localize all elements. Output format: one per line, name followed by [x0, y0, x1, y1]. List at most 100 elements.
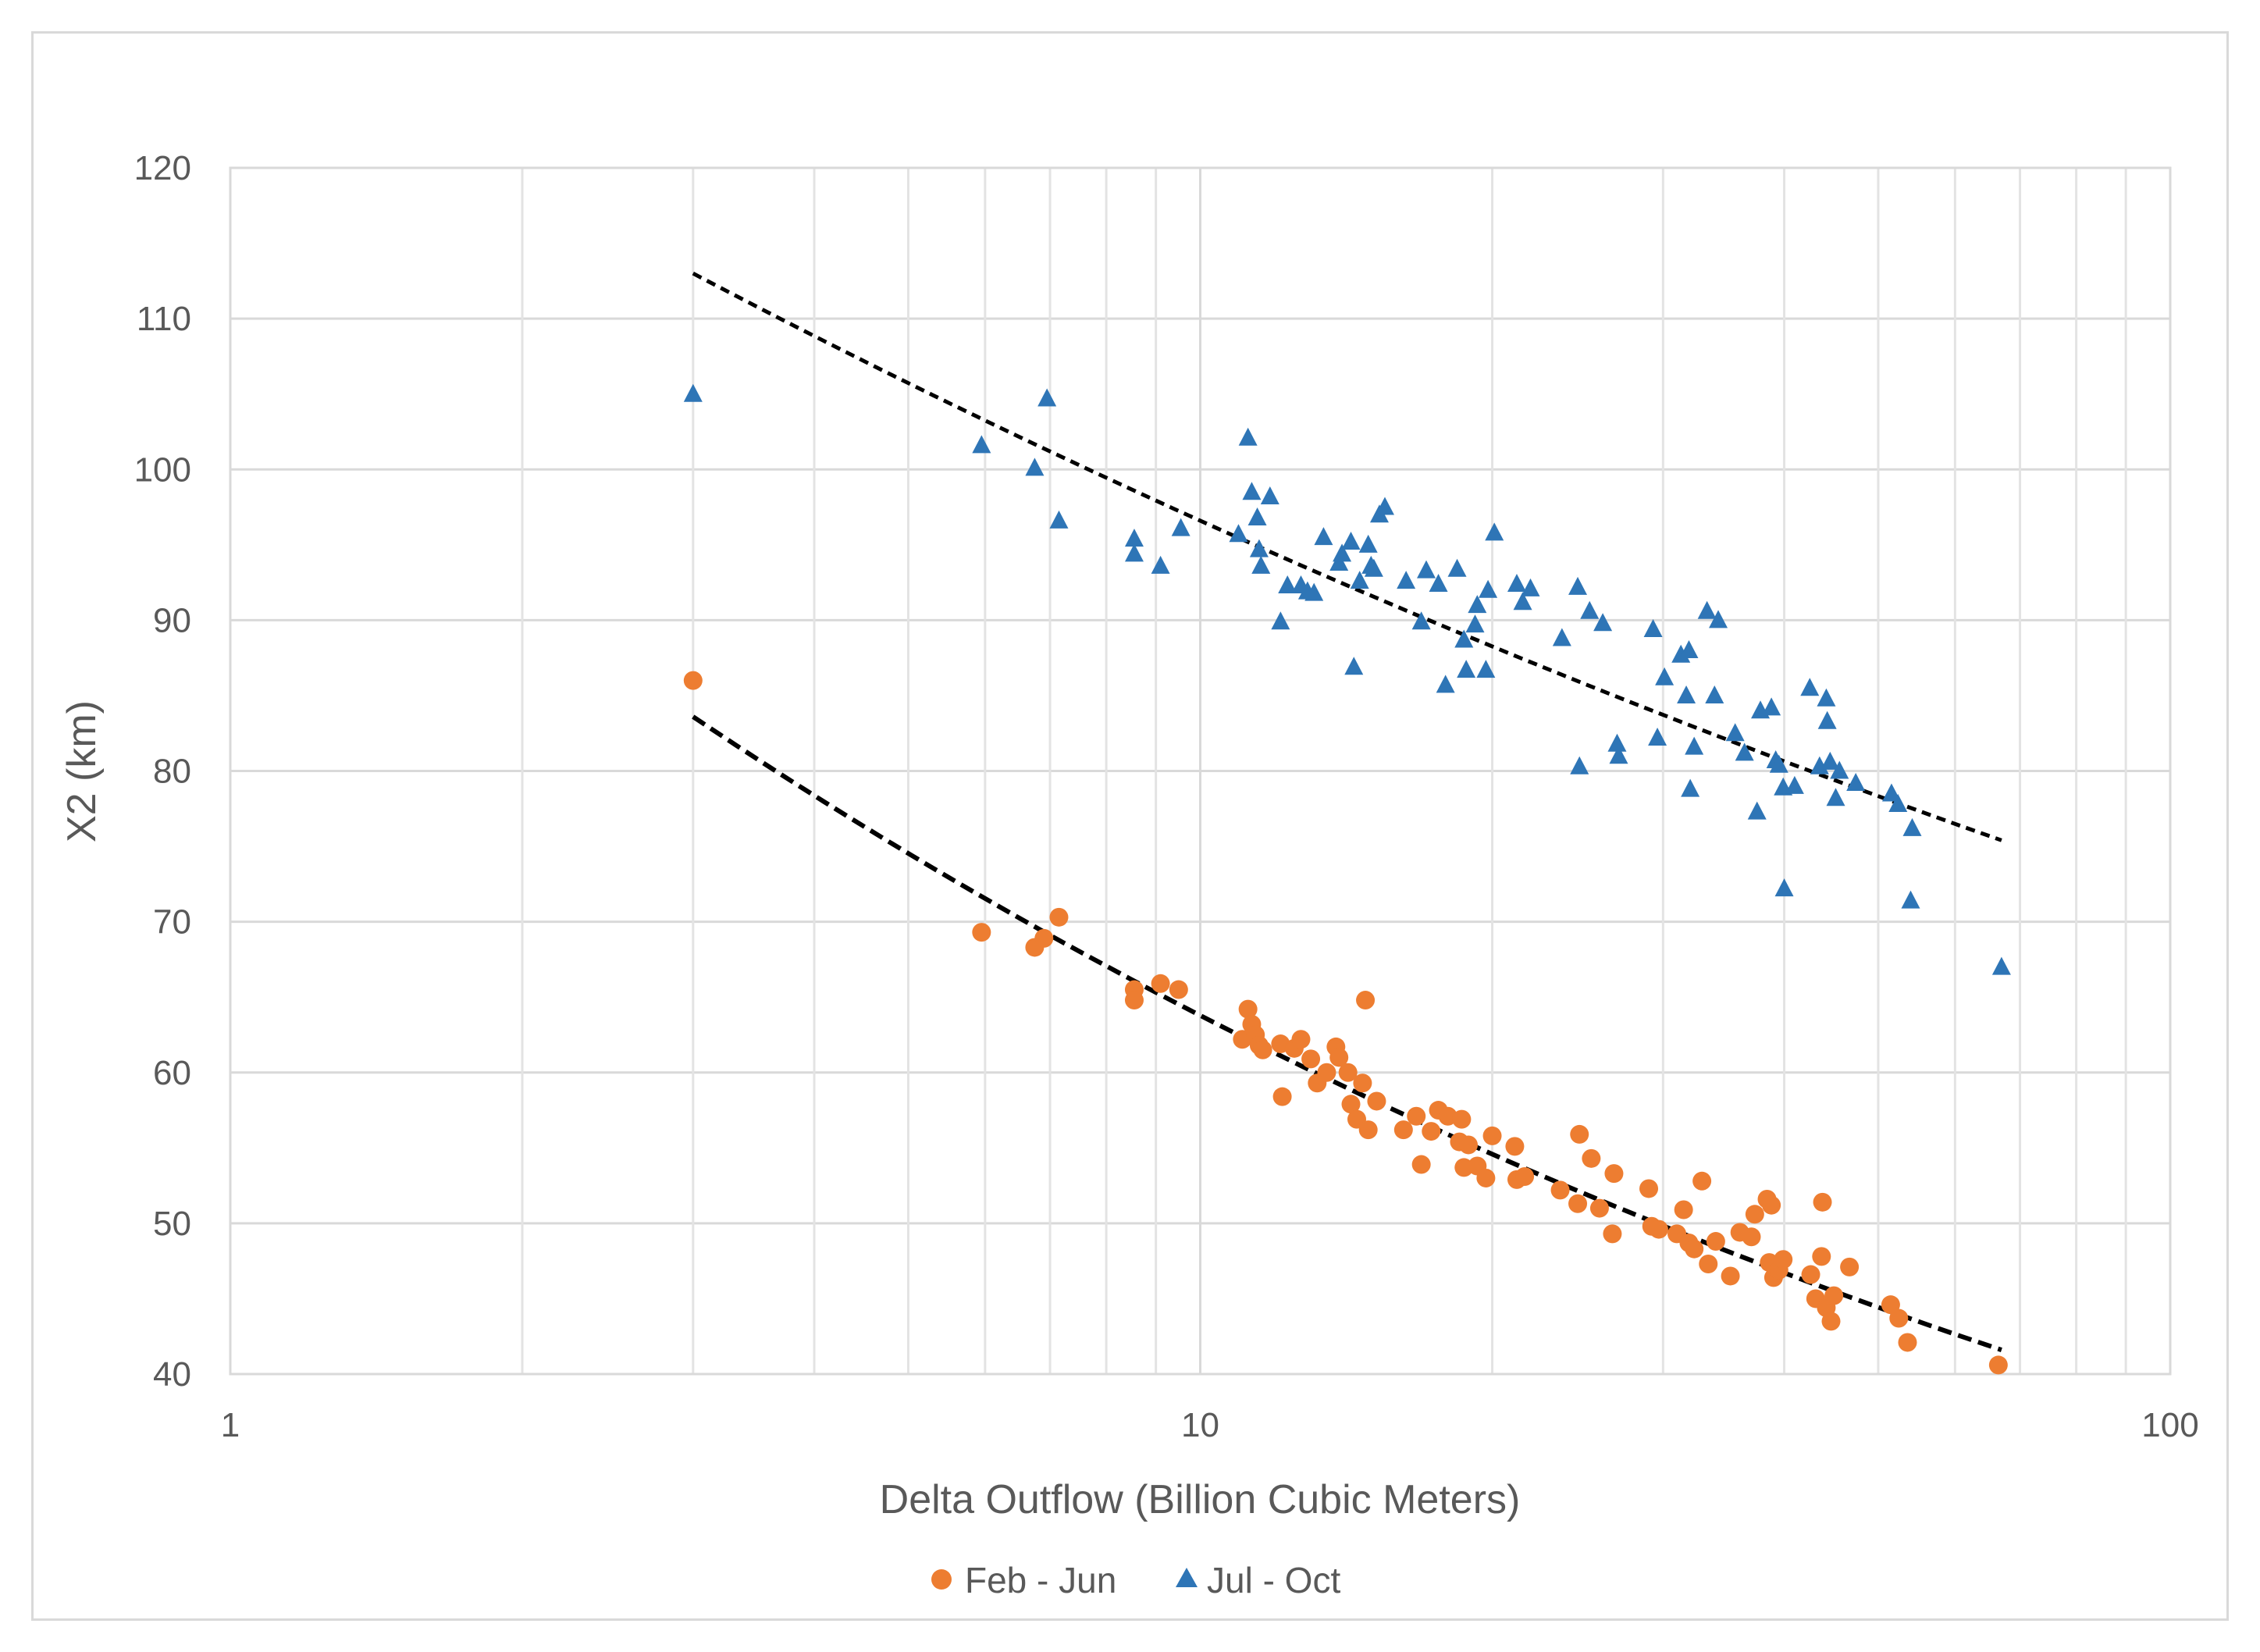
point-jul-oct-84	[1881, 783, 1901, 802]
point-feb-jun-34	[1422, 1122, 1441, 1141]
point-jul-oct-81	[1826, 788, 1845, 806]
point-jul-oct-75	[1785, 775, 1804, 794]
legend-label-jul-oct: Jul - Oct	[1207, 1560, 1340, 1600]
point-jul-oct-22	[1329, 552, 1349, 571]
trendline-jul-oct	[692, 271, 2002, 842]
point-feb-jun-51	[1589, 1198, 1609, 1218]
point-jul-oct-78	[1817, 688, 1836, 707]
point-feb-jun-50	[1582, 1148, 1601, 1168]
point-feb-jun-53	[1604, 1164, 1624, 1184]
grid-lines	[229, 166, 2172, 1374]
point-jul-oct-13	[1249, 539, 1269, 557]
point-feb-jun-62	[1699, 1255, 1718, 1274]
point-feb-jun-60	[1685, 1239, 1704, 1259]
point-jul-oct-40	[1465, 614, 1485, 633]
point-jul-oct-37	[1447, 558, 1467, 577]
point-feb-jun-64	[1721, 1266, 1740, 1286]
point-jul-oct-64	[1705, 685, 1724, 703]
y-tick-label-100: 100	[134, 450, 191, 489]
point-feb-jun-49	[1570, 1124, 1589, 1144]
point-feb-jun-40	[1459, 1135, 1479, 1155]
point-feb-jun-32	[1407, 1106, 1426, 1126]
data-points	[683, 383, 2011, 1375]
point-jul-oct-76	[1800, 678, 1820, 696]
point-feb-jun-4	[1049, 907, 1069, 927]
legend-marker-feb-jun	[931, 1569, 952, 1590]
point-jul-oct-20	[1304, 582, 1324, 601]
point-jul-oct-80	[1820, 751, 1840, 770]
point-jul-oct-32	[1397, 571, 1416, 589]
point-jul-oct-1	[972, 435, 991, 454]
point-jul-oct-77	[1810, 756, 1829, 774]
trendlines	[692, 271, 2002, 1352]
point-feb-jun-43	[1482, 1126, 1502, 1145]
point-jul-oct-33	[1411, 611, 1431, 630]
point-feb-jun-38	[1452, 1109, 1472, 1129]
point-jul-oct-86	[1901, 890, 1920, 909]
point-jul-oct-48	[1552, 628, 1571, 646]
point-jul-oct-47	[1521, 578, 1540, 596]
point-feb-jun-23	[1329, 1048, 1349, 1067]
point-jul-oct-42	[1476, 660, 1496, 678]
point-feb-jun-3	[1034, 928, 1054, 948]
y-axis-title: X2 (km)	[59, 700, 105, 842]
point-jul-oct-31	[1375, 497, 1394, 515]
point-feb-jun-18	[1291, 1030, 1311, 1049]
point-feb-jun-30	[1367, 1091, 1386, 1111]
point-feb-jun-78	[1813, 1192, 1832, 1212]
point-jul-oct-85	[1888, 793, 1908, 812]
point-jul-oct-15	[1260, 486, 1279, 505]
point-jul-oct-23	[1333, 543, 1352, 562]
point-feb-jun-16	[1272, 1087, 1292, 1106]
point-jul-oct-12	[1247, 507, 1267, 526]
point-feb-jun-58	[1674, 1200, 1693, 1219]
legend-label-feb-jun: Feb - Jun	[965, 1560, 1116, 1600]
point-jul-oct-74	[1774, 878, 1794, 897]
point-feb-jun-70	[1762, 1195, 1781, 1215]
point-jul-oct-46	[1513, 592, 1532, 611]
point-jul-oct-2	[1025, 458, 1045, 476]
point-jul-oct-79	[1817, 710, 1837, 729]
y-tick-label-120: 120	[134, 149, 191, 187]
point-jul-oct-36	[1436, 675, 1455, 693]
point-feb-jun-6	[1124, 991, 1144, 1010]
legend-marker-jul-oct	[1176, 1568, 1198, 1587]
point-feb-jun-47	[1550, 1180, 1570, 1200]
y-tick-label-40: 40	[153, 1355, 191, 1394]
point-jul-oct-41	[1468, 595, 1487, 614]
point-feb-jun-52	[1603, 1224, 1622, 1244]
point-jul-oct-51	[1580, 600, 1600, 619]
point-feb-jun-29	[1358, 1120, 1378, 1140]
point-feb-jun-8	[1169, 980, 1188, 999]
point-feb-jun-48	[1568, 1194, 1588, 1213]
point-jul-oct-9	[1229, 524, 1248, 543]
point-jul-oct-63	[1697, 600, 1717, 619]
point-feb-jun-83	[1881, 1295, 1900, 1315]
point-jul-oct-56	[1648, 728, 1667, 746]
point-feb-jun-82	[1840, 1257, 1860, 1276]
point-jul-oct-6	[1124, 543, 1144, 562]
point-jul-oct-58	[1671, 644, 1691, 663]
point-jul-oct-29	[1364, 558, 1383, 577]
point-feb-jun-42	[1476, 1168, 1496, 1187]
point-jul-oct-49	[1568, 576, 1588, 595]
trendline-feb-jun	[692, 714, 2002, 1352]
point-jul-oct-52	[1593, 613, 1613, 632]
point-jul-oct-3	[1037, 388, 1057, 407]
point-feb-jun-25	[1341, 1095, 1361, 1114]
point-feb-jun-33	[1411, 1155, 1431, 1174]
point-jul-oct-44	[1485, 522, 1504, 541]
point-feb-jun-31	[1393, 1120, 1413, 1140]
point-feb-jun-74	[1774, 1250, 1793, 1269]
point-jul-oct-60	[1679, 640, 1699, 658]
x-tick-label-10: 10	[1181, 1406, 1219, 1444]
point-jul-oct-10	[1238, 427, 1258, 446]
point-feb-jun-24	[1338, 1063, 1358, 1082]
y-tick-label-50: 50	[153, 1205, 191, 1243]
point-jul-oct-55	[1643, 618, 1663, 637]
point-feb-jun-85	[1898, 1333, 1917, 1352]
y-axis-ticks: 40 50 60 70 80 90 100 110 120	[134, 149, 191, 1394]
point-jul-oct-67	[1735, 742, 1754, 761]
point-jul-oct-8	[1171, 518, 1191, 536]
point-feb-jun-1	[972, 923, 991, 942]
